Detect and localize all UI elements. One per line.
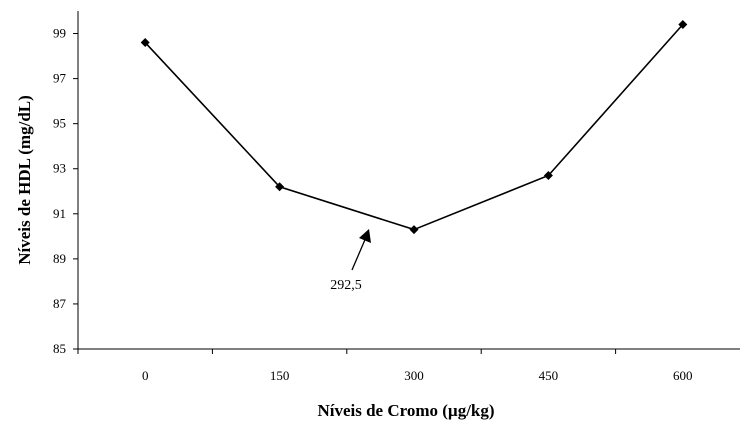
y-tick-label: 93 bbox=[53, 161, 66, 176]
x-axis: 0 150 300 450 600 bbox=[77, 348, 740, 383]
annotation-arrow-line bbox=[351, 234, 368, 271]
y-axis: 85 87 89 91 93 95 97 99 bbox=[53, 11, 79, 356]
data-point bbox=[140, 38, 150, 48]
y-tick-label: 91 bbox=[53, 206, 66, 221]
data-point bbox=[275, 182, 285, 192]
data-point bbox=[543, 170, 553, 180]
y-axis-title: Níveis de HDL (mg/dL) bbox=[15, 95, 34, 265]
y-tick-label: 89 bbox=[53, 251, 66, 266]
x-axis-title: Níveis de Cromo (µg/kg) bbox=[317, 401, 494, 420]
data-point bbox=[409, 225, 419, 235]
annotation-arrowhead bbox=[359, 229, 371, 243]
x-tick-label: 0 bbox=[142, 368, 149, 383]
y-tick-label: 95 bbox=[53, 116, 66, 131]
y-tick-label: 99 bbox=[53, 26, 66, 41]
annotation-layer: 292,5 bbox=[330, 229, 371, 293]
series-layer bbox=[140, 20, 688, 235]
data-point bbox=[678, 20, 688, 30]
y-tick-label: 85 bbox=[53, 341, 66, 356]
y-tick-label: 97 bbox=[53, 71, 67, 86]
x-tick-label: 150 bbox=[270, 368, 290, 383]
y-tick-label: 87 bbox=[53, 296, 67, 311]
annotation-label: 292,5 bbox=[330, 278, 362, 293]
x-tick-label: 300 bbox=[404, 368, 424, 383]
series-line bbox=[144, 23, 684, 231]
x-tick-label: 450 bbox=[539, 368, 559, 383]
x-tick-label: 600 bbox=[673, 368, 693, 383]
